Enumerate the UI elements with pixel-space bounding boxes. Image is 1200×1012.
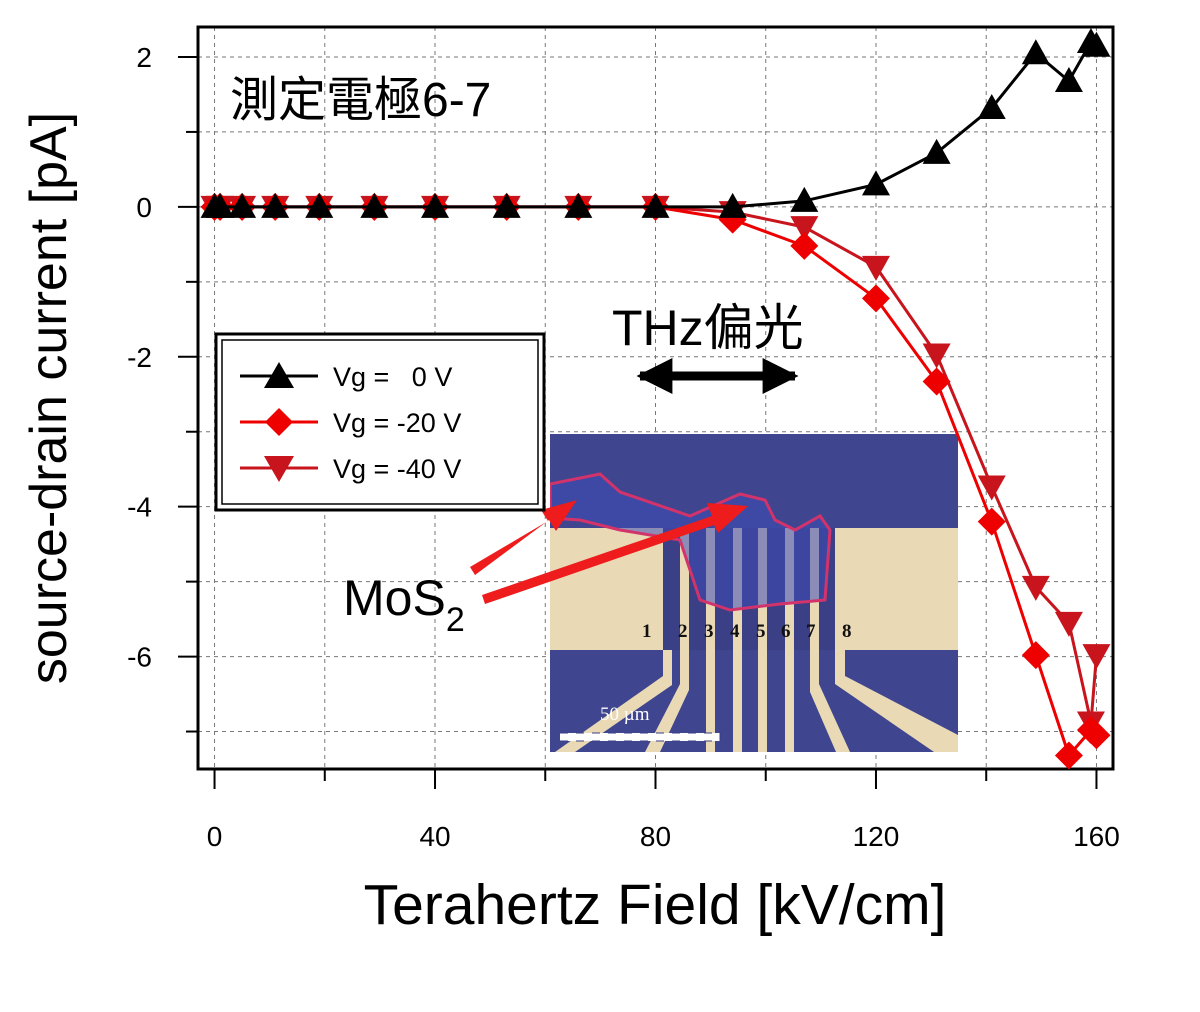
material-label-subscript: 2	[446, 601, 465, 639]
data-point	[718, 192, 747, 218]
data-point	[1021, 641, 1050, 670]
data-point	[790, 231, 819, 260]
electrode-number: 8	[842, 621, 852, 642]
data-point	[421, 192, 450, 218]
data-point	[861, 255, 890, 281]
data-point	[922, 343, 951, 369]
x-tick-label: 80	[640, 821, 671, 852]
legend-marker-diamond	[265, 408, 293, 436]
electrode-number: 3	[704, 621, 714, 642]
data-point	[977, 93, 1006, 119]
data-point	[1082, 721, 1111, 750]
data-point	[922, 367, 951, 396]
data-point	[1054, 741, 1083, 769]
polarization-label: THz偏光	[612, 300, 804, 356]
legend: Vg = 0 V Vg = -20 V Vg = -40 V	[214, 332, 546, 512]
y-tick-labels: 2 0 -2 -4 -6	[127, 42, 152, 673]
data-point	[228, 192, 257, 218]
data-point	[1021, 39, 1050, 65]
data-point	[1082, 644, 1111, 670]
electrode-number: 7	[806, 621, 816, 642]
microscope-inset: 50 µm 1 2 3 4 5 6 7 8	[550, 434, 958, 752]
material-label: MoS2	[343, 570, 465, 639]
data-point	[641, 192, 670, 218]
data-point	[790, 216, 819, 242]
axis-ticks	[178, 55, 1098, 789]
data-point	[1054, 66, 1083, 92]
legend-label: Vg = 0 V	[333, 362, 452, 392]
x-tick-label: 160	[1073, 821, 1120, 852]
electrode-number: 4	[730, 621, 740, 642]
legend-marker-triangle-up	[264, 362, 294, 388]
data-point	[861, 170, 890, 196]
data-point	[1082, 31, 1111, 57]
y-tick-label: 2	[136, 42, 152, 73]
series-layer	[200, 27, 1111, 769]
x-tick-labels: 0 40 80 120 160	[207, 821, 1120, 852]
data-point	[261, 192, 290, 218]
y-tick-label: -2	[127, 342, 152, 373]
legend-entry: Vg = -40 V	[240, 454, 461, 484]
y-axis-title: source-drain current [pA]	[20, 112, 78, 684]
y-tick-label: 0	[136, 192, 152, 223]
y-tick-label: -4	[127, 492, 152, 523]
data-point	[977, 507, 1006, 536]
data-point	[861, 284, 890, 313]
x-tick-label: 40	[419, 821, 450, 852]
data-point	[564, 192, 593, 218]
electrode-number: 1	[642, 621, 652, 642]
legend-marker-triangle-down	[264, 456, 294, 482]
electrode-number: 6	[781, 621, 791, 642]
y-tick-label: -6	[127, 642, 152, 673]
legend-entry: Vg = -20 V	[240, 408, 461, 438]
electrode-label: 測定電極6-7	[230, 74, 491, 127]
electrode-number: 2	[678, 621, 688, 642]
data-point	[790, 186, 819, 212]
data-point	[922, 138, 951, 164]
data-point	[305, 192, 334, 218]
data-point	[1054, 611, 1083, 637]
scale-bar	[560, 733, 720, 741]
data-point	[1021, 575, 1050, 601]
data-point	[360, 192, 389, 218]
x-tick-label: 120	[853, 821, 900, 852]
scale-bar-label: 50 µm	[600, 704, 650, 725]
data-point	[492, 192, 521, 218]
x-axis-title: Terahertz Field [kV/cm]	[364, 873, 947, 937]
x-tick-label: 0	[207, 821, 223, 852]
material-arrows	[470, 500, 748, 604]
legend-label: Vg = -40 V	[333, 454, 461, 484]
legend-entry: Vg = 0 V	[240, 362, 452, 392]
electrode-number: 5	[756, 621, 766, 642]
data-point	[977, 475, 1006, 501]
data-point	[206, 192, 235, 218]
legend-label: Vg = -20 V	[333, 408, 461, 438]
material-label-main: MoS	[343, 570, 446, 626]
